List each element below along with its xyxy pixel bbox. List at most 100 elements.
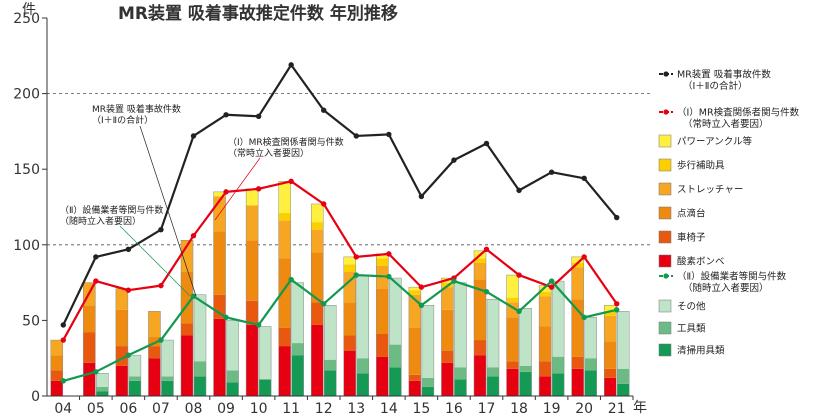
bar-segment-2-20: [584, 317, 597, 359]
x-tick-label: 11: [282, 401, 300, 417]
bar-segment-1-10: [246, 324, 259, 396]
legend-label-g2-1: 工具類: [677, 324, 706, 335]
series-point-1-19: [548, 169, 555, 175]
series-point-3-16: [451, 278, 457, 284]
bar-segment-1-20: [571, 267, 584, 300]
bar-segment-2-17: [487, 376, 499, 396]
bar-segment-1-16: [441, 309, 454, 351]
series-point-2-17: [483, 246, 490, 253]
bar-segment-1-21: [604, 377, 617, 396]
bar-segment-1-13: [343, 256, 356, 265]
bar-segment-2-05: [96, 386, 109, 392]
legend-label-g1-5: 酸素ボンベ: [677, 256, 725, 268]
bar-segment-2-14: [389, 344, 402, 368]
y-tick-label: 0: [31, 389, 40, 405]
legend-label-g1-1: 歩行補助具: [677, 160, 725, 172]
bar-segment-1-21: [604, 311, 617, 316]
bar-segment-1-11: [278, 258, 291, 328]
bar-segment-2-21: [617, 383, 630, 396]
series-point-1-04: [60, 322, 66, 328]
bar-segment-1-06: [115, 309, 128, 347]
x-tick-label: 08: [185, 401, 203, 417]
bar-segment-1-19: [539, 361, 552, 377]
bar-segment-1-15: [408, 380, 421, 396]
bar-segment-1-07: [148, 337, 161, 347]
series-point-2-10: [255, 186, 262, 192]
series-point-3-18: [516, 308, 522, 315]
bar-segment-2-12: [324, 370, 337, 396]
bar-segment-2-16: [454, 379, 467, 396]
legend-sublabel-group1: （常時立入者要因）: [683, 118, 769, 130]
bar-segment-2-19: [552, 356, 565, 374]
bar-segment-2-08: [194, 294, 206, 362]
bar-segment-1-19: [539, 291, 552, 297]
legend-label-g1-0: パワーアンクル等: [677, 136, 752, 148]
bar-segment-1-15: [408, 287, 421, 291]
series-point-1-14: [386, 131, 392, 138]
x-axis-unit: 年: [633, 400, 647, 416]
bar-segment-2-20: [584, 370, 597, 396]
legend-point-marker-group1: [663, 109, 669, 115]
legend-label-group2: （Ⅱ）設備業者等関与件数: [677, 271, 787, 283]
bar-segment-1-16: [441, 362, 454, 396]
series-point-1-08: [190, 133, 197, 139]
legend-swatch-g1-0: [658, 134, 672, 148]
y-tick-label: 250: [13, 11, 40, 27]
series-point-1-20: [581, 175, 587, 181]
bar-segment-1-10: [246, 205, 259, 241]
y-axis-unit: 件: [22, 2, 36, 18]
series-point-1-13: [353, 133, 359, 139]
series-point-3-04: [60, 378, 66, 384]
bar-segment-2-09: [226, 382, 239, 396]
x-tick-label: 21: [608, 401, 626, 417]
legend-sublabel-group2: （随時立入者要因）: [683, 282, 769, 294]
bar-segment-1-13: [343, 264, 356, 273]
y-tick-label: 100: [13, 238, 40, 254]
bar-segment-2-18: [519, 371, 532, 396]
bar-segment-1-13: [343, 302, 356, 336]
y-tick-label: 50: [22, 313, 40, 329]
series-point-2-15: [418, 284, 425, 290]
series-point-2-12: [321, 201, 327, 207]
bar-segment-1-15: [408, 290, 421, 295]
bar-segment-2-05: [96, 373, 109, 387]
bar-segment-1-20: [571, 299, 584, 357]
bar-segment-1-04: [50, 380, 63, 396]
bar-segment-1-19: [539, 285, 552, 292]
x-tick-label: 07: [152, 401, 170, 417]
bar-segment-2-07: [161, 380, 174, 396]
bar-segment-1-19: [539, 376, 552, 396]
x-tick-label: 04: [54, 401, 72, 417]
legend-swatch-g1-4: [658, 230, 672, 244]
bar-segment-2-12: [324, 359, 337, 371]
bar-segment-2-11: [291, 282, 304, 344]
series-point-3-11: [288, 276, 294, 283]
bar-segment-1-08: [181, 323, 193, 336]
series-point-1-18: [516, 187, 522, 194]
series-point-1-21: [614, 214, 620, 221]
bar-segment-2-11: [291, 343, 304, 356]
bar-segment-2-11: [291, 355, 304, 396]
annotation-leader-3: [119, 225, 191, 297]
bar-segment-1-18: [506, 317, 519, 362]
bar-segment-1-12: [311, 302, 324, 325]
bar-segment-2-15: [421, 305, 434, 378]
y-tick-label: 150: [13, 162, 40, 178]
legend-sublabel-total: （Ⅰ＋Ⅱの合計）: [683, 80, 747, 92]
bar-segment-1-19: [539, 326, 552, 362]
series-point-3-05: [93, 369, 99, 375]
bar-segment-1-11: [278, 327, 291, 347]
bar-segment-1-11: [278, 181, 291, 214]
bar-segment-1-09: [213, 191, 226, 197]
series-point-2-06: [125, 287, 132, 293]
series-line-2: [62, 180, 618, 341]
series-point-2-13: [353, 254, 359, 260]
legend-label-g1-3: 点滴台: [677, 208, 706, 220]
bar-segment-1-17: [474, 262, 486, 280]
series-point-2-09: [223, 189, 229, 195]
annotation-label-2: （Ⅰ）MR検査関係者関与件数: [228, 136, 344, 148]
series-point-3-06: [125, 352, 132, 358]
bar-segment-2-16: [454, 367, 467, 380]
series-point-2-21: [614, 301, 620, 307]
x-tick-label: 09: [217, 401, 235, 417]
